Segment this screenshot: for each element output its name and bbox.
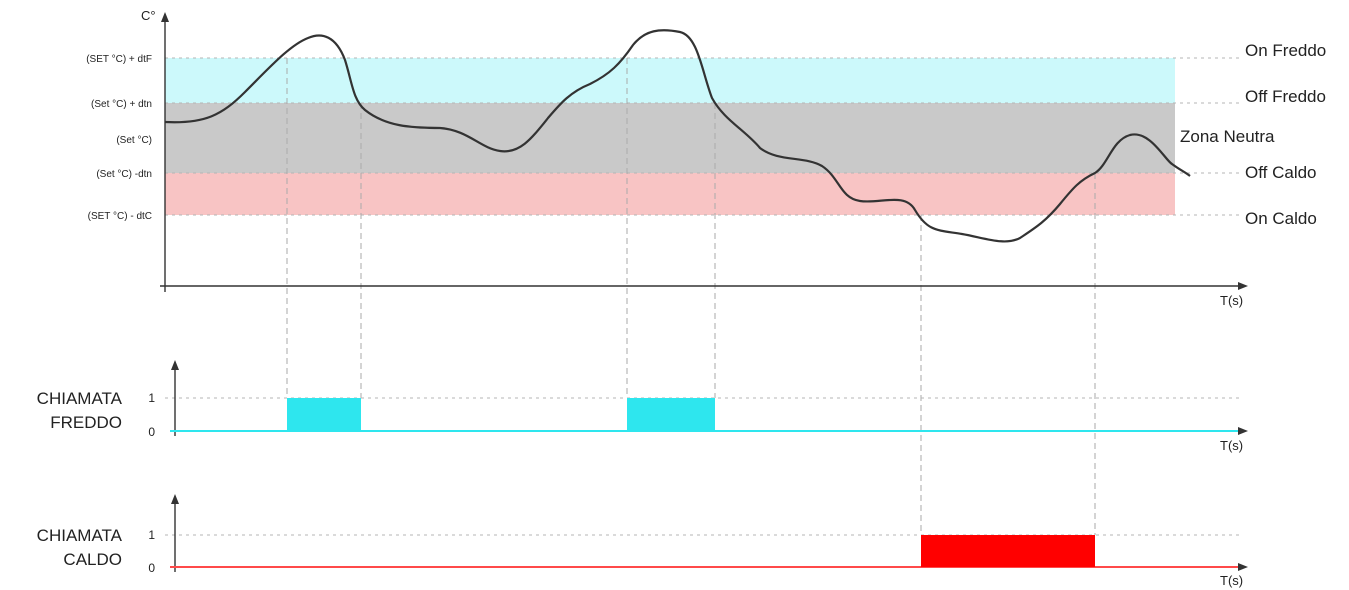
freddo-x-axis-label: T(s) <box>1220 438 1243 453</box>
freddo-label-line2: FREDDO <box>50 413 122 432</box>
freddo-pulse-1 <box>287 398 361 431</box>
caldo-x-arrow <box>1238 563 1248 571</box>
level-label-dtn-minus: (Set °C) -dtn <box>96 169 152 180</box>
level-label-dtn-plus: (Set °C) + dtn <box>91 99 152 110</box>
top-axes <box>160 18 1240 292</box>
y-axis-label: C° <box>141 8 156 23</box>
level-label-dtf: (SET °C) + dtF <box>86 54 152 65</box>
freddo-pulse-2 <box>627 398 715 431</box>
caldo-signal-chart: CHIAMATA CALDO 1 0 T(s) <box>37 494 1248 588</box>
caldo-tick-1: 1 <box>148 528 155 542</box>
right-label-on-freddo: On Freddo <box>1245 41 1326 60</box>
freddo-y-arrow <box>171 360 179 370</box>
right-label-on-caldo: On Caldo <box>1245 209 1317 228</box>
temperature-curve <box>164 29 1191 243</box>
top-y-arrow <box>161 12 169 22</box>
caldo-label-line2: CALDO <box>63 550 122 569</box>
freddo-x-arrow <box>1238 427 1248 435</box>
switch-lines <box>286 58 1096 535</box>
top-x-arrow <box>1238 282 1248 290</box>
caldo-y-arrow <box>171 494 179 504</box>
neutral-band <box>165 103 1175 173</box>
caldo-pulse-1 <box>921 535 1095 567</box>
hot-band <box>165 173 1175 215</box>
level-label-set: (Set °C) <box>116 135 152 146</box>
temperature-chart: (SET °C) + dtF (Set °C) + dtn (Set °C) (… <box>86 8 1326 535</box>
freddo-label-line1: CHIAMATA <box>37 389 123 408</box>
caldo-tick-0: 0 <box>148 561 155 575</box>
freddo-tick-0: 0 <box>148 425 155 439</box>
cold-band <box>165 58 1175 103</box>
level-label-dtc: (SET °C) - dtC <box>88 211 152 222</box>
x-axis-label: T(s) <box>1220 293 1243 308</box>
freddo-tick-1: 1 <box>148 391 155 405</box>
freddo-signal-chart: CHIAMATA FREDDO 1 0 T(s) <box>37 360 1248 453</box>
zone-neutra-label: Zona Neutra <box>1180 127 1275 146</box>
caldo-label-line1: CHIAMATA <box>37 526 123 545</box>
right-label-off-freddo: Off Freddo <box>1245 87 1326 106</box>
right-label-off-caldo: Off Caldo <box>1245 163 1317 182</box>
caldo-x-axis-label: T(s) <box>1220 573 1243 588</box>
